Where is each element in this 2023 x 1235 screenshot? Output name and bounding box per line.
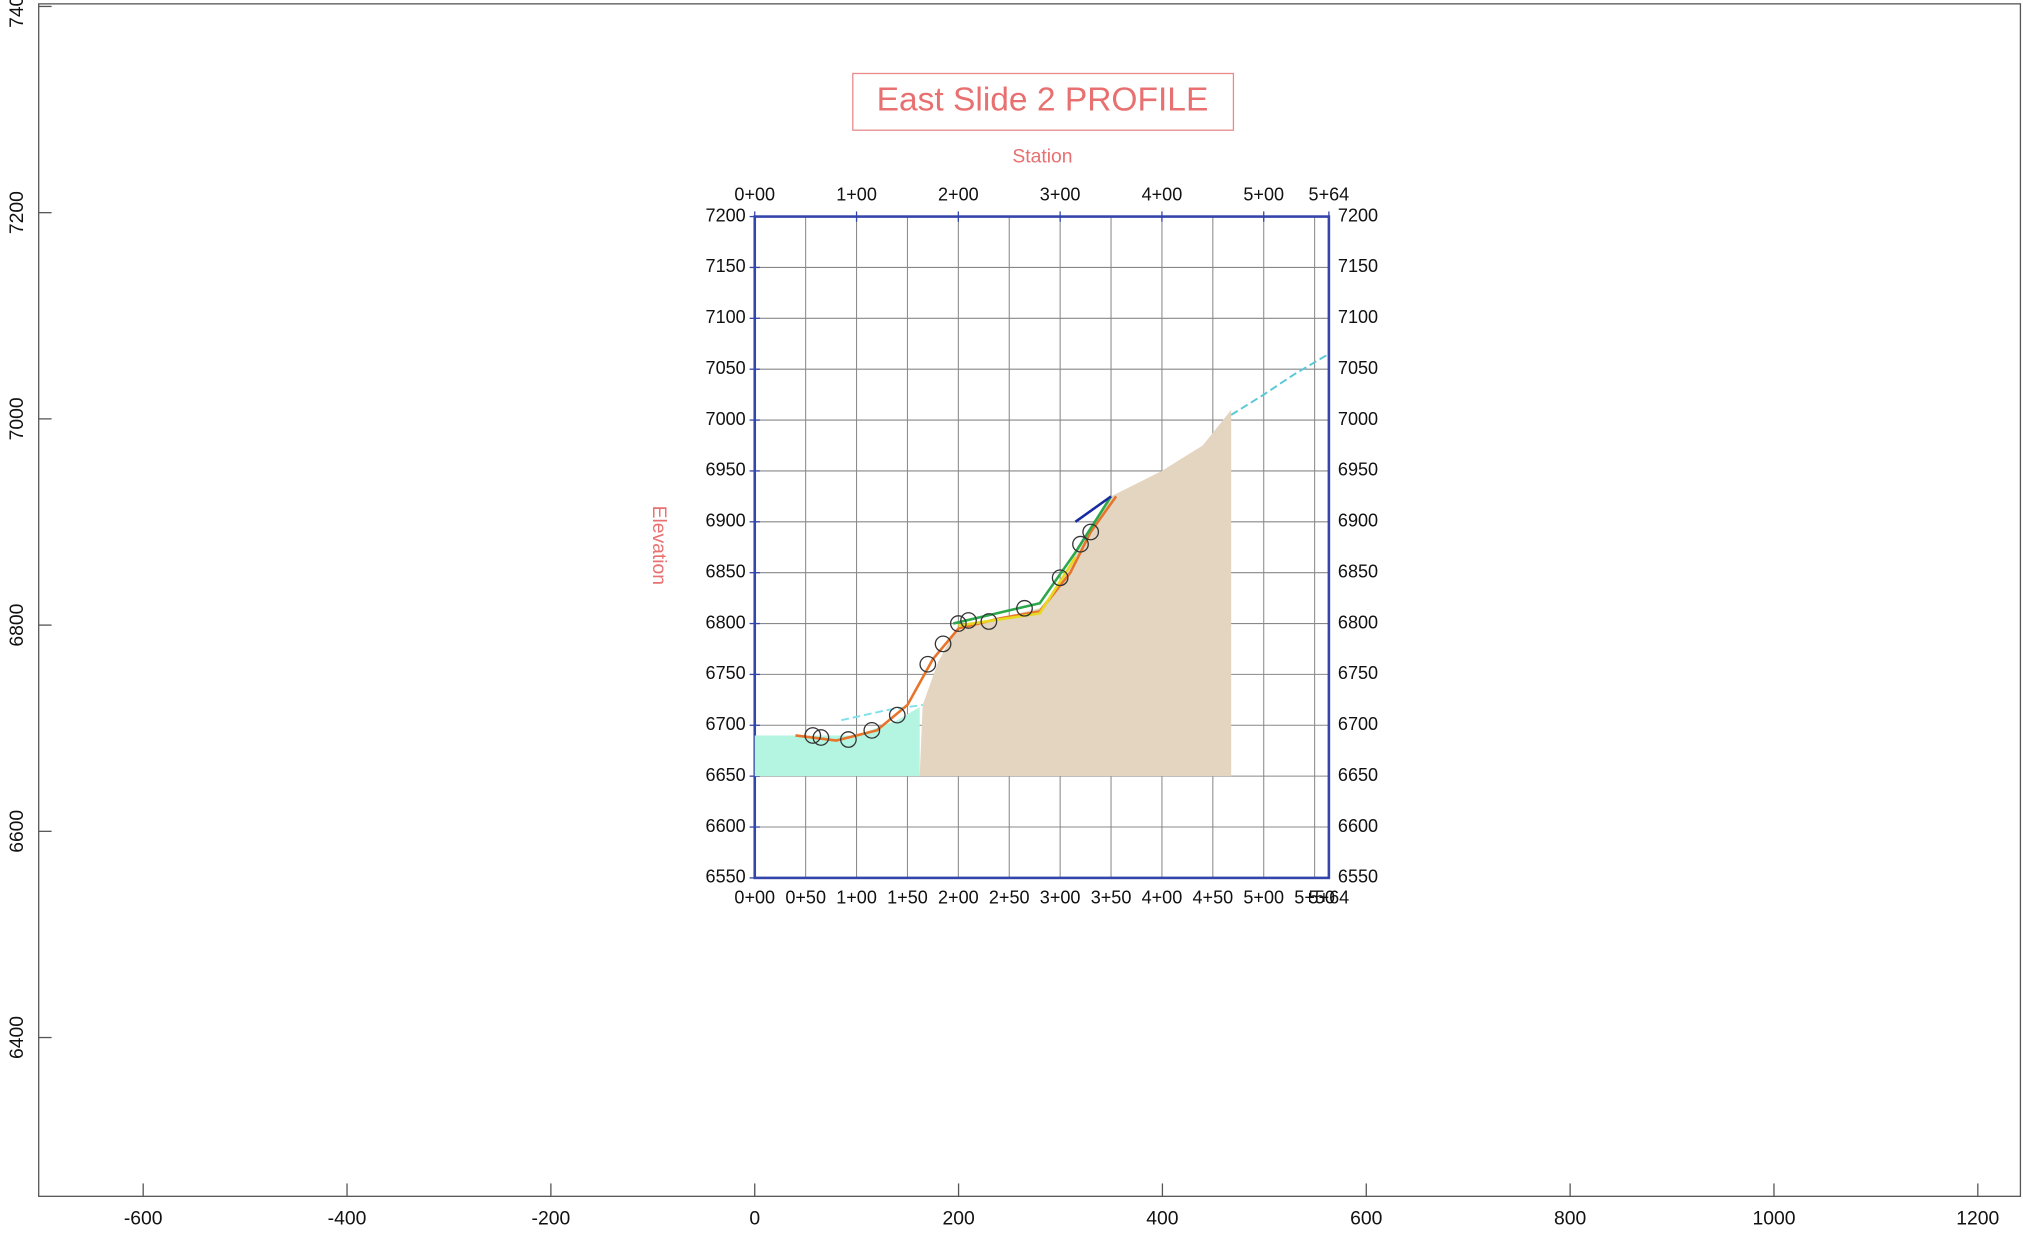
x-tick-label: 1+50 [887,887,928,907]
x-tick-label: 800 [1554,1208,1586,1230]
title-box [852,72,1235,131]
marker [960,612,977,629]
x-tick-label: -600 [124,1208,163,1230]
y-tick-label: 7200 [6,191,28,234]
x-tick-label: 0+50 [785,887,826,907]
chart-title: East Slide 2 PROFILE [877,82,1209,119]
x-tick-label: 1200 [1956,1208,1999,1230]
y-tick-label-right: 7100 [1338,307,1378,327]
y-tick-label-right: 7200 [1338,205,1378,225]
y-tick-label: 7150 [706,256,746,276]
x-tick-label-top: 1+00 [836,185,877,205]
y-tick-label: 6650 [706,765,746,785]
marker [1072,535,1089,553]
marker [980,613,998,630]
y-tick-label-right: 6950 [1338,460,1378,480]
y-tick-label-right: 6550 [1338,867,1378,887]
y-tick-label: 7100 [706,307,746,327]
x-tick-label: 5+00 [1243,887,1284,907]
y-tick-label-right: 6750 [1338,663,1378,683]
marker [949,615,967,632]
x-tick-label-top: 5+64 [1309,185,1350,205]
x-tick-label: 5+64 [1309,887,1350,907]
x-tick-label: 600 [1350,1208,1382,1230]
plot-frame [38,3,2022,1197]
ground-line [841,703,923,722]
x-tick-label: -200 [532,1208,571,1230]
x-tick-label: 2+00 [938,887,979,907]
axes-frame [753,215,1331,880]
x-tick-label: 200 [942,1208,974,1230]
y-tick-label: 6950 [706,460,746,480]
x-tick-label-top: 3+00 [1040,185,1081,205]
x-tick-label-top: 4+00 [1142,185,1183,205]
y-tick-label: 7000 [706,409,746,429]
y-tick-label-right: 7050 [1338,358,1378,378]
slip-surface [958,556,1077,627]
marker [1051,569,1069,587]
x-axis-title: Station [1012,145,1072,167]
marker [863,721,881,739]
marker [1016,599,1033,617]
area [919,409,1232,777]
y-tick-label: 6600 [706,816,746,836]
x-tick-label: 1+00 [836,887,877,907]
y-tick-label: 7050 [706,358,746,378]
x-tick-label: 4+50 [1193,887,1234,907]
y-tick-label-right: 6700 [1338,714,1378,734]
y-tick-label: 6900 [706,511,746,531]
x-tick-label: 400 [1146,1208,1178,1230]
slip-surface [795,495,1118,742]
marker [888,706,906,724]
y-tick-label: 6600 [6,810,28,853]
y-tick-label-right: 6650 [1338,765,1378,785]
marker [804,727,822,744]
x-tick-label: 0+00 [734,887,775,907]
y-tick-label: 6400 [6,1016,28,1059]
marker [934,635,952,653]
y-tick-label: 6550 [706,867,746,887]
y-tick-label-right: 7150 [1338,256,1378,276]
y-tick-label: 7200 [706,205,746,225]
y-tick-label: 6800 [6,604,28,647]
marker [812,729,830,746]
x-tick-label: 0 [749,1208,760,1230]
y-tick-label-right: 6900 [1338,511,1378,531]
y-tick-label: 7000 [6,397,28,440]
x-tick-label: 3+00 [1040,887,1081,907]
y-tick-label: 7400 [6,0,28,28]
x-tick-label: 4+00 [1142,887,1183,907]
x-tick-label-top: 0+00 [734,185,775,205]
x-tick-label: -400 [328,1208,367,1230]
marker [919,655,937,673]
y-tick-label-right: 6800 [1338,612,1378,632]
x-tick-label: 2+50 [989,887,1030,907]
y-axis-title: Elevation [648,506,670,585]
x-tick-label: 1000 [1752,1208,1795,1230]
y-tick-label: 6850 [706,561,746,581]
marker [840,731,857,748]
ground-line [1230,353,1330,416]
x-tick-label-top: 5+00 [1243,185,1284,205]
slip-surface [1074,495,1112,523]
y-tick-label-right: 6850 [1338,561,1378,581]
y-tick-label: 6700 [706,714,746,734]
x-tick-label: 3+50 [1091,887,1132,907]
y-tick-label-right: 7000 [1338,409,1378,429]
y-tick-label: 6800 [706,612,746,632]
x-tick-label-top: 2+00 [938,185,979,205]
marker [1082,523,1100,541]
y-tick-label-right: 6600 [1338,816,1378,836]
y-tick-label: 6750 [706,663,746,683]
x-tick-label: 5+50 [1294,887,1335,907]
